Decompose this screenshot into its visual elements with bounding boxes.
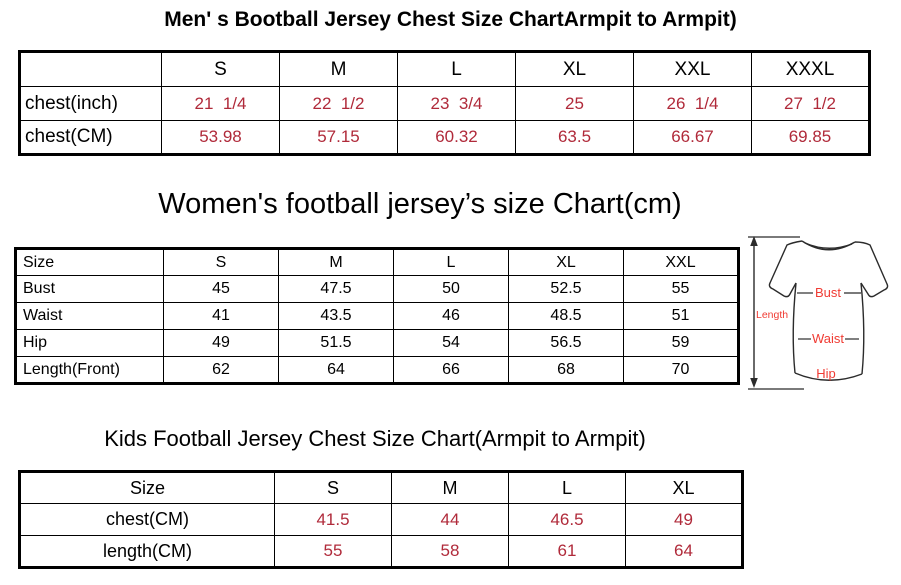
size-value-cell: 62 [163, 356, 279, 384]
size-value-cell: 56.5 [508, 329, 624, 357]
column-header: M [278, 248, 394, 276]
table-row: chest(CM) 41.5 44 46.5 49 [19, 503, 743, 536]
size-value-cell: 49 [163, 329, 279, 357]
size-value-cell: 64 [625, 535, 743, 568]
size-value-cell: 47.5 [278, 275, 394, 303]
column-header: XXL [633, 51, 752, 87]
row-label: chest(inch) [19, 86, 162, 121]
size-value-cell: 66.67 [633, 120, 752, 155]
column-header: S [161, 51, 280, 87]
size-value-cell: 64 [278, 356, 394, 384]
size-value-cell: 48.5 [508, 302, 624, 330]
size-value-cell: 70 [623, 356, 739, 384]
length-label: Length [756, 309, 788, 321]
row-label: chest(CM) [19, 120, 162, 155]
column-header [19, 51, 162, 87]
size-value-cell: 25 [515, 86, 634, 121]
size-value-cell: 26 1/4 [633, 86, 752, 121]
size-value-cell: 46 [393, 302, 509, 330]
row-label: Hip [15, 329, 164, 357]
bust-label: Bust [815, 285, 841, 300]
size-value-cell: 50 [393, 275, 509, 303]
table-row: Length(Front) 62 64 66 68 70 [15, 356, 739, 384]
size-value-cell: 63.5 [515, 120, 634, 155]
column-header: XL [515, 51, 634, 87]
size-value-cell: 43.5 [278, 302, 394, 330]
size-value-cell: 51 [623, 302, 739, 330]
size-value-cell: 46.5 [508, 503, 626, 536]
size-value-cell: 41 [163, 302, 279, 330]
column-header: L [397, 51, 516, 87]
size-value-cell: 57.15 [279, 120, 398, 155]
table-row: Hip 49 51.5 54 56.5 59 [15, 329, 739, 357]
column-header: XXXL [751, 51, 870, 87]
tshirt-measurement-diagram: Length Bust Waist Hip [748, 236, 889, 390]
size-value-cell: 55 [623, 275, 739, 303]
size-value-cell: 58 [391, 535, 509, 568]
size-value-cell: 51.5 [278, 329, 394, 357]
size-value-cell: 45 [163, 275, 279, 303]
row-label: chest(CM) [19, 503, 275, 536]
size-value-cell: 69.85 [751, 120, 870, 155]
waist-label: Waist [812, 331, 844, 346]
size-value-cell: 41.5 [274, 503, 392, 536]
column-header: S [274, 471, 392, 504]
table-row: length(CM) 55 58 61 64 [19, 535, 743, 568]
column-header: XXL [623, 248, 739, 276]
table-row: Waist 41 43.5 46 48.5 51 [15, 302, 739, 330]
row-label: Waist [15, 302, 164, 330]
size-value-cell: 44 [391, 503, 509, 536]
kids-chart-title: Kids Football Jersey Chest Size Chart(Ar… [104, 426, 646, 451]
table-header-row: Size S M L XL [19, 471, 743, 504]
size-value-cell: 22 1/2 [279, 86, 398, 121]
row-label: Bust [15, 275, 164, 303]
tshirt-outline-icon [768, 240, 889, 381]
hip-label: Hip [816, 366, 836, 381]
women-chart-title: Women's football jersey’s size Chart(cm) [158, 188, 682, 220]
row-label: length(CM) [19, 535, 275, 568]
size-value-cell: 54 [393, 329, 509, 357]
size-value-cell: 66 [393, 356, 509, 384]
column-header: L [393, 248, 509, 276]
table-header-row: S M L XL XXL XXXL [19, 51, 870, 87]
kids-size-table: Size S M L XL chest(CM) 41.5 44 46.5 49 … [18, 470, 744, 569]
men-chart-title: Men' s Bootball Jersey Chest Size ChartA… [164, 8, 737, 31]
size-value-cell: 49 [625, 503, 743, 536]
size-value-cell: 59 [623, 329, 739, 357]
size-value-cell: 21 1/4 [161, 86, 280, 121]
size-value-cell: 68 [508, 356, 624, 384]
size-value-cell: 53.98 [161, 120, 280, 155]
column-header: Size [15, 248, 164, 276]
column-header: L [508, 471, 626, 504]
column-header: XL [625, 471, 743, 504]
size-value-cell: 52.5 [508, 275, 624, 303]
size-value-cell: 55 [274, 535, 392, 568]
women-size-table: Size S M L XL XXL Bust 45 47.5 50 52.5 5… [14, 247, 740, 385]
men-size-table: S M L XL XXL XXXL chest(inch) 21 1/4 22 … [18, 50, 871, 156]
column-header: Size [19, 471, 275, 504]
size-value-cell: 60.32 [397, 120, 516, 155]
row-label: Length(Front) [15, 356, 164, 384]
size-value-cell: 27 1/2 [751, 86, 870, 121]
measurement-tick-lines [748, 236, 861, 390]
size-value-cell: 23 3/4 [397, 86, 516, 121]
table-header-row: Size S M L XL XXL [15, 248, 739, 276]
table-row: Bust 45 47.5 50 52.5 55 [15, 275, 739, 303]
column-header: M [391, 471, 509, 504]
size-value-cell: 61 [508, 535, 626, 568]
column-header: S [163, 248, 279, 276]
table-row: chest(CM) 53.98 57.15 60.32 63.5 66.67 6… [19, 120, 870, 155]
column-header: M [279, 51, 398, 87]
column-header: XL [508, 248, 624, 276]
table-row: chest(inch) 21 1/4 22 1/2 23 3/4 25 26 1… [19, 86, 870, 121]
length-arrow [750, 236, 758, 388]
